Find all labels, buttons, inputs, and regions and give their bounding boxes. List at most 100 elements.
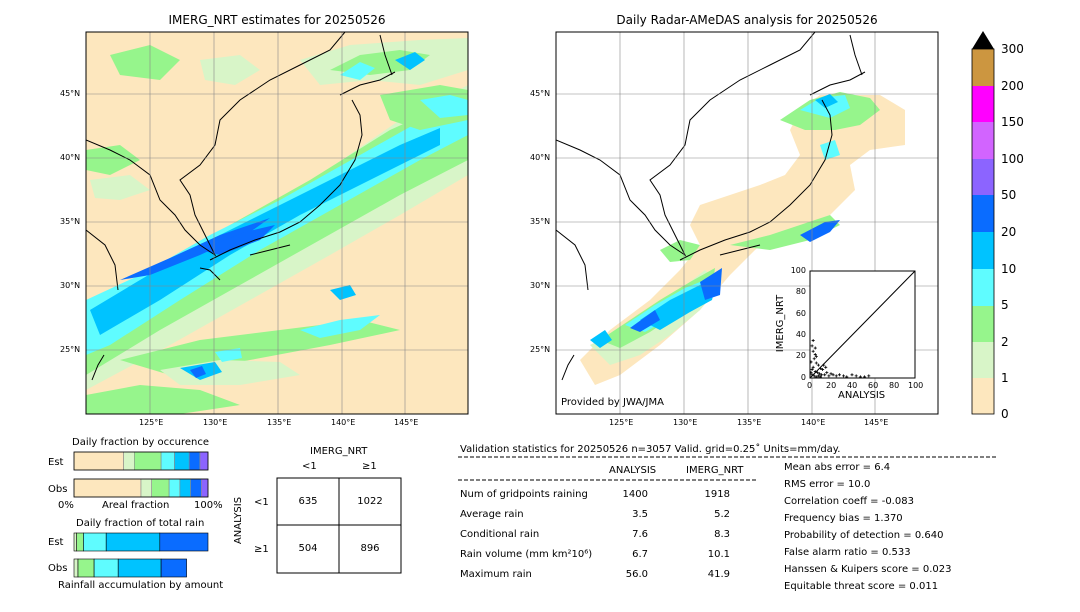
bar-segment — [190, 478, 202, 498]
bar-segment — [73, 558, 79, 578]
bar-segment — [179, 478, 191, 498]
right-lon-label: 135°E — [737, 418, 762, 427]
validation-analysis-value: 1400 — [622, 489, 648, 500]
inset-xtick: 0 — [807, 381, 813, 390]
scatter-point — [814, 361, 818, 365]
validation-col-imerg: IMERG_NRT — [686, 465, 744, 476]
score-line: Frequency bias = 1.370 — [784, 513, 903, 524]
score-line: Equitable threat score = 0.011 — [784, 581, 939, 592]
scatter-point — [811, 349, 815, 353]
inset-xtick: 60 — [868, 381, 879, 390]
score-line: RMS error = 10.0 — [784, 479, 871, 490]
colorbar-seg-20-50 — [972, 195, 994, 232]
colorbar-seg-100-150 — [972, 122, 994, 159]
left-lat-label: 30°N — [60, 281, 81, 290]
validation-rules — [458, 456, 996, 481]
bar-segment — [160, 558, 187, 578]
scatter-point — [827, 374, 831, 378]
scatter-point — [811, 339, 815, 343]
scatter-point — [817, 372, 821, 376]
scatter-point — [821, 367, 825, 371]
bar-segment — [159, 532, 209, 552]
colorbar-frame — [971, 48, 995, 415]
occurrence-tick-0: 0% — [58, 500, 74, 511]
occurrence-tick-100: 100% — [194, 500, 223, 511]
right-lat-label: 25°N — [530, 345, 551, 354]
total-rain-bars — [73, 532, 209, 578]
right-lat-label: 30°N — [530, 281, 551, 290]
scatter-point — [810, 367, 814, 371]
occurrence-bars — [73, 451, 209, 498]
inset-ylabel: IMERG_NRT — [775, 294, 787, 353]
colorbar-label: 150 — [1001, 115, 1024, 129]
bar-segment — [134, 451, 162, 471]
inset-ytick: 40 — [795, 330, 806, 339]
colorbar-label: 2 — [1001, 335, 1009, 349]
right-map-frame — [555, 31, 939, 415]
scatter-point — [831, 373, 835, 377]
validation-imerg-value: 8.3 — [714, 529, 730, 540]
scatter-point — [850, 373, 854, 377]
validation-col-analysis: ANALYSIS — [609, 465, 657, 476]
right-lon-label: 140°E — [801, 418, 826, 427]
occurrence-title: Daily fraction by occurence — [72, 437, 210, 448]
right-lat-label: 40°N — [530, 153, 551, 162]
inset-xtick: 80 — [889, 381, 900, 390]
left-lat-label: 25°N — [60, 345, 81, 354]
scatter-point — [837, 373, 841, 377]
colorbar-extend-arrow — [972, 31, 994, 49]
left-lat-label: 40°N — [60, 153, 81, 162]
inset-diagonal — [809, 270, 916, 379]
contingency-row-lt1: <1 — [254, 497, 269, 508]
scatter-point — [854, 374, 858, 378]
scatter-point — [829, 372, 833, 376]
contingency-cell: 635 — [298, 496, 318, 507]
score-line: Correlation coeff = -0.083 — [784, 496, 914, 507]
scatter-point — [845, 375, 849, 379]
left-coastlines — [86, 32, 396, 381]
scatter-point — [842, 374, 846, 378]
score-line: False alarm ratio = 0.533 — [784, 547, 911, 558]
scatter-point — [823, 373, 827, 377]
right-precip-field — [580, 92, 905, 385]
colorbar-seg-150-200 — [972, 86, 994, 122]
colorbar-label: 200 — [1001, 79, 1024, 93]
total-est-bar — [73, 532, 209, 552]
contingency-ylabel: ANALYSIS — [233, 496, 245, 545]
scatter-point — [813, 370, 817, 374]
right-coastlines — [556, 32, 866, 381]
occurrence-row-obs: Obs — [48, 484, 68, 495]
colorbar-label: 1 — [1001, 371, 1009, 385]
bar-segment — [201, 478, 209, 498]
colorbar-seg-0-1 — [972, 378, 994, 414]
validation-row-label: Average rain — [460, 509, 524, 520]
colorbar-seg-2-5 — [972, 306, 994, 342]
validation-header: Validation statistics for 20250526 n=305… — [460, 444, 841, 455]
inset-ytick: 80 — [795, 287, 806, 296]
total-obs-bar — [73, 558, 187, 578]
scatter-point — [863, 375, 867, 379]
occurrence-obs-bar — [73, 478, 209, 498]
contingency-col-ge1: ≥1 — [362, 461, 377, 472]
contingency-title: IMERG_NRT — [310, 446, 368, 457]
right-lon-label: 145°E — [864, 418, 889, 427]
bar-segment — [160, 451, 175, 471]
scatter-point — [809, 371, 813, 375]
bar-segment — [105, 532, 161, 552]
total-rain-xlabel: Rainfall accumulation by amount — [58, 580, 224, 591]
validation-imerg-value: 5.2 — [714, 509, 730, 520]
colorbar-label: 0 — [1001, 407, 1009, 421]
scatter-point — [809, 360, 813, 364]
left-lat-label: 35°N — [60, 217, 81, 226]
scatter-point — [812, 357, 816, 361]
left-map-frame — [85, 31, 469, 415]
bar-segment — [77, 558, 95, 578]
scatter-point — [810, 373, 814, 377]
left-lon-label: 135°E — [267, 418, 292, 427]
bar-segment — [151, 478, 170, 498]
validation-row-label: Conditional rain — [460, 529, 540, 540]
score-line: Probability of detection = 0.640 — [784, 530, 944, 541]
bar-segment — [140, 478, 152, 498]
bar-segment — [117, 558, 162, 578]
